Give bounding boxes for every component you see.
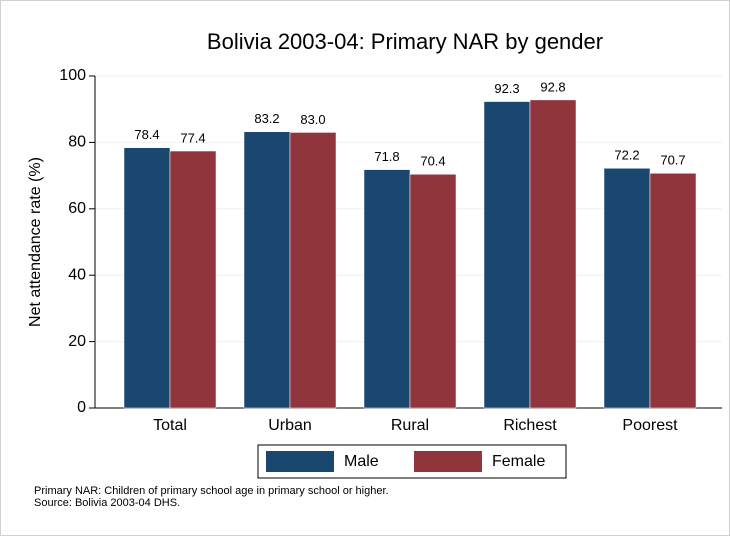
bar xyxy=(169,150,217,409)
y-tick-label: 60 xyxy=(68,200,86,217)
x-tick-label: Rural xyxy=(391,417,429,434)
y-tick-label: 0 xyxy=(77,399,86,416)
bar xyxy=(603,168,651,409)
note: Source: Bolivia 2003-04 DHS. xyxy=(34,497,180,509)
x-tick-label: Total xyxy=(153,417,187,434)
y-tick-label: 40 xyxy=(68,266,86,283)
data-label: 72.2 xyxy=(614,148,639,163)
bar xyxy=(243,131,291,409)
y-axis-label: Net attendance rate (%) xyxy=(27,157,44,327)
data-label: 92.8 xyxy=(540,79,565,94)
bar xyxy=(363,169,411,409)
bar xyxy=(483,101,531,409)
data-label: 83.2 xyxy=(254,111,279,126)
legend-swatch xyxy=(266,451,334,472)
bar xyxy=(123,147,171,409)
data-label: 70.4 xyxy=(420,154,445,169)
bar xyxy=(649,173,697,409)
legend-swatch xyxy=(414,451,482,472)
chart-title: Bolivia 2003-04: Primary NAR by gender xyxy=(207,29,603,54)
data-label: 92.3 xyxy=(494,81,519,96)
data-label: 78.4 xyxy=(134,127,159,142)
bar xyxy=(409,174,457,409)
x-tick-label: Richest xyxy=(503,417,557,434)
data-label: 83.0 xyxy=(300,112,325,127)
x-tick-label: Urban xyxy=(268,417,312,434)
y-tick-label: 80 xyxy=(68,134,86,151)
bar xyxy=(289,132,337,409)
legend-label: Female xyxy=(492,453,545,470)
bar xyxy=(529,99,577,409)
data-label: 71.8 xyxy=(374,149,399,164)
legend-label: Male xyxy=(344,453,379,470)
x-tick-label: Poorest xyxy=(622,417,678,434)
data-label: 70.7 xyxy=(660,153,685,168)
data-label: 77.4 xyxy=(180,130,205,145)
note: Primary NAR: Children of primary school … xyxy=(34,485,389,497)
y-tick-label: 100 xyxy=(59,67,86,84)
y-tick-label: 20 xyxy=(68,333,86,350)
